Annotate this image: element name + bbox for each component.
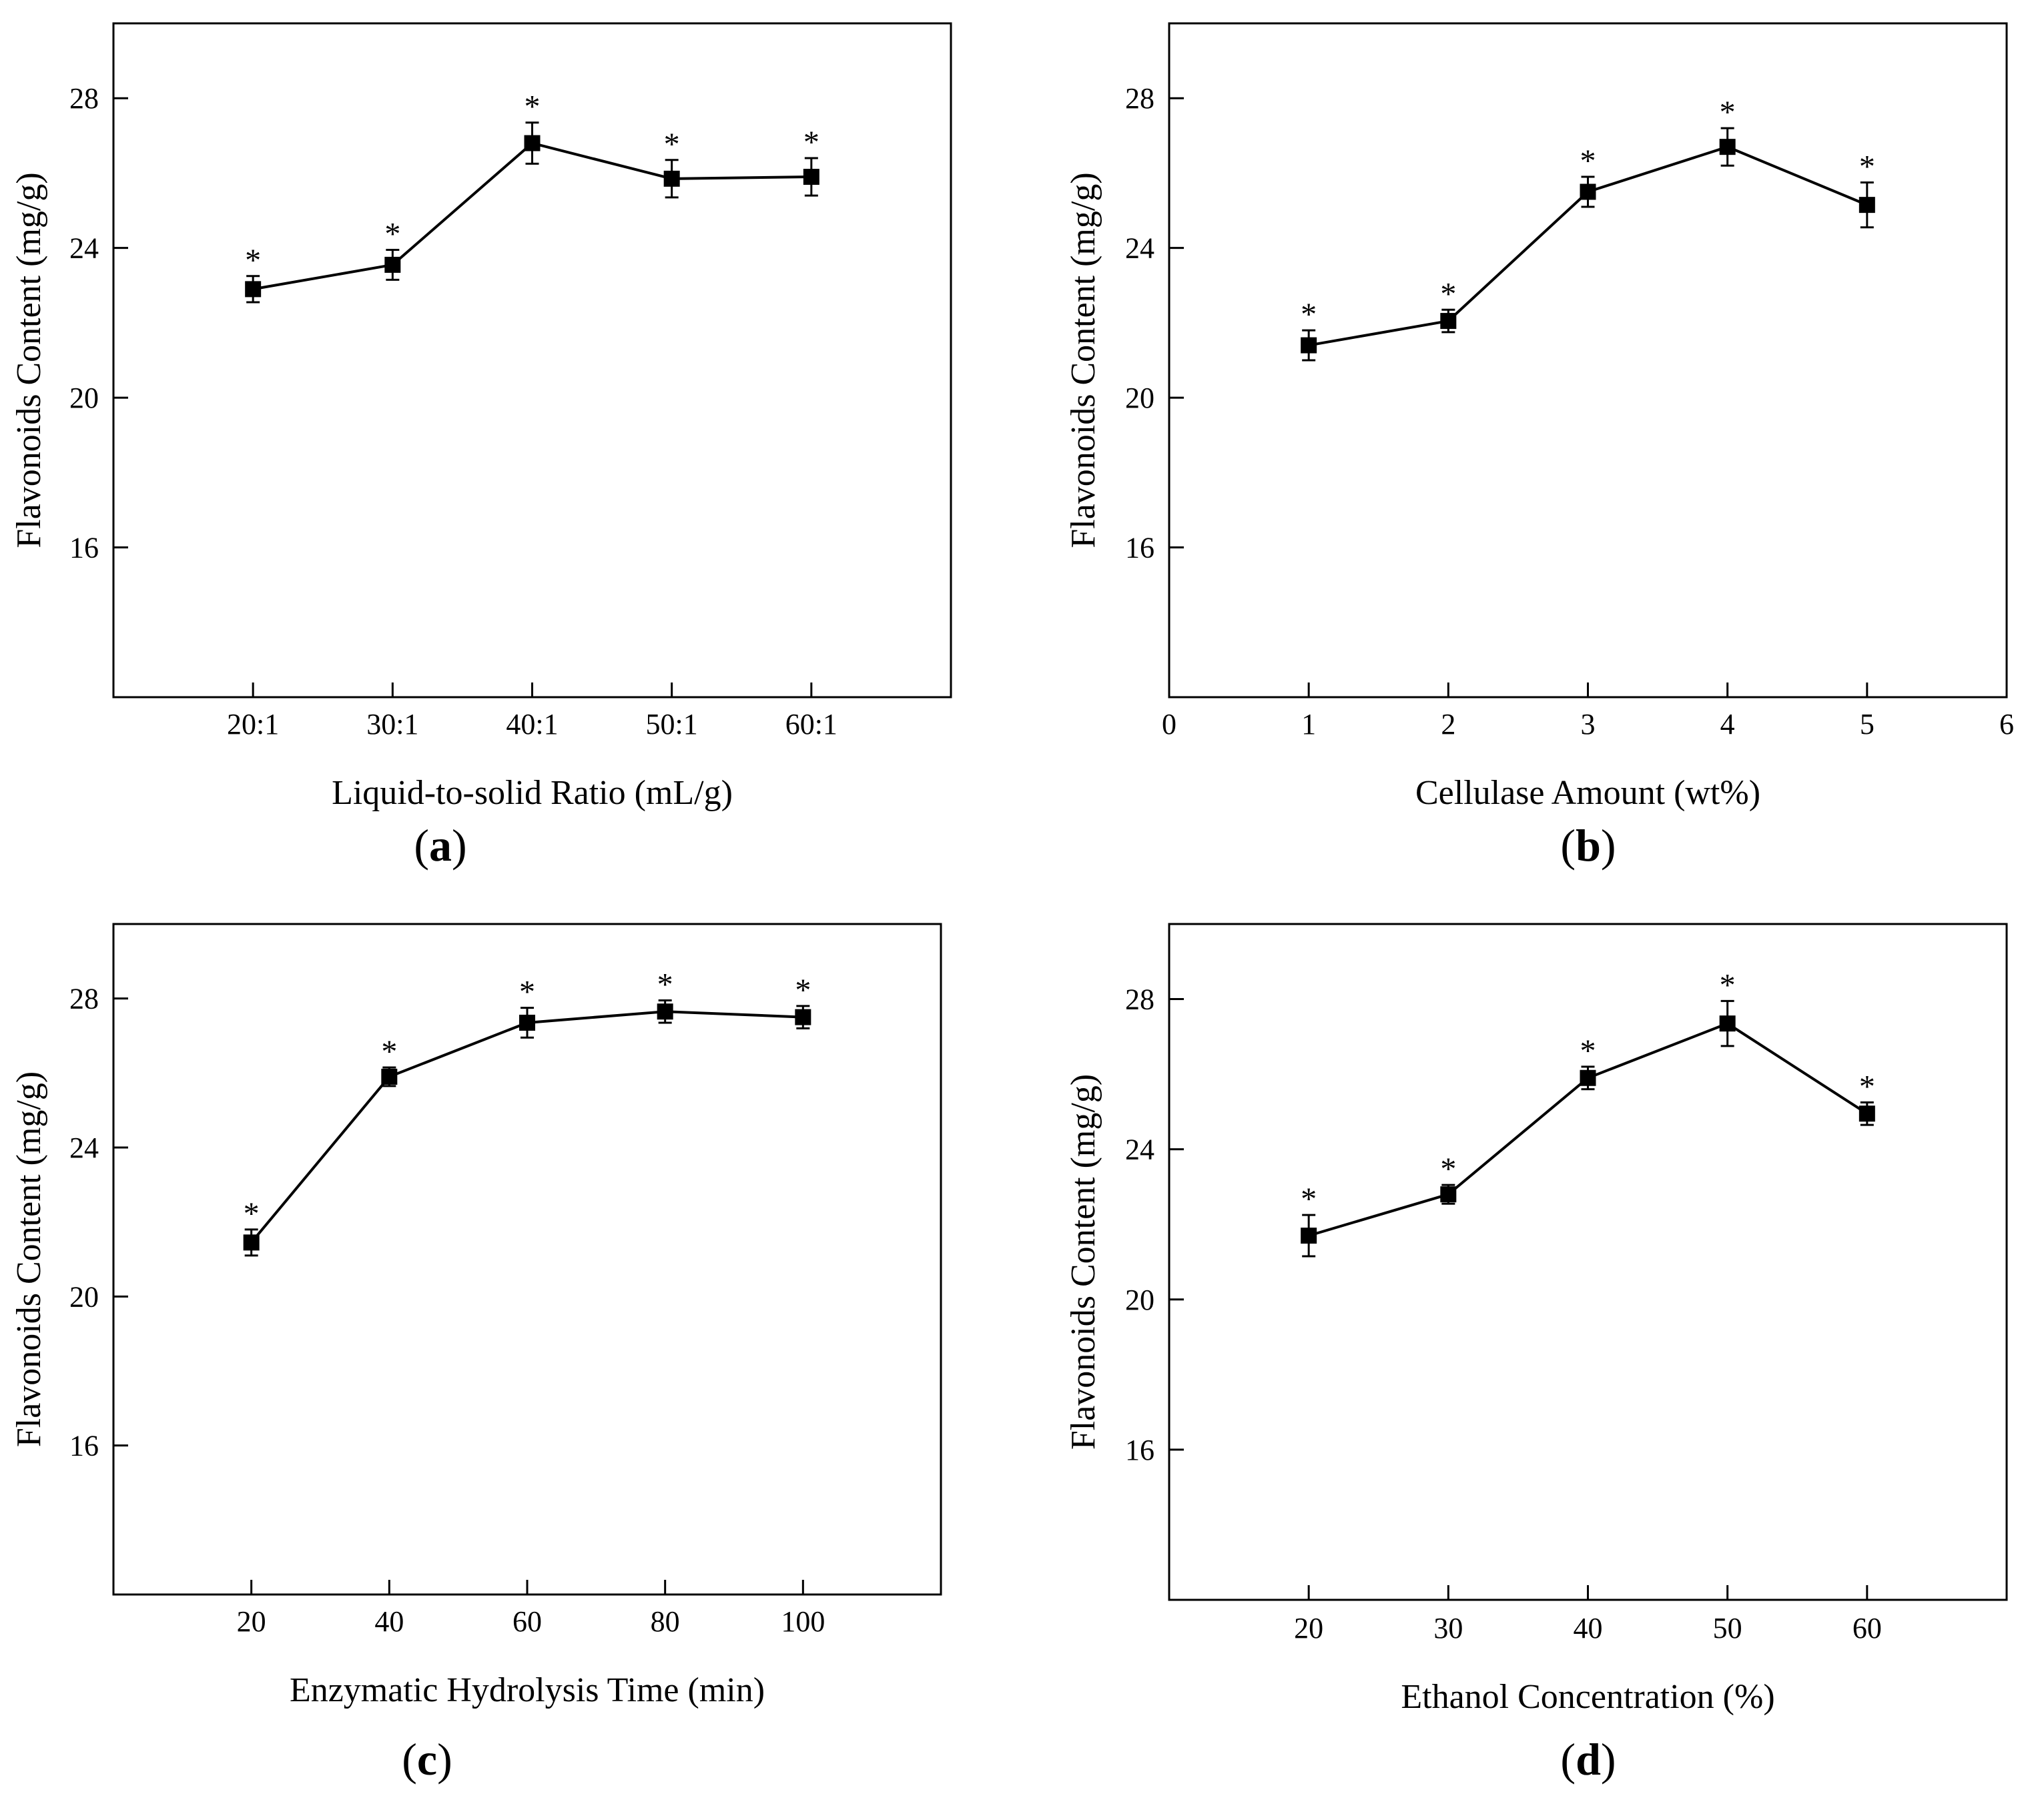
x-tick-label: 0 [1162, 708, 1176, 741]
y-tick-label: 24 [69, 232, 99, 265]
y-tick-label: 28 [69, 82, 99, 115]
x-tick-label: 40 [374, 1605, 404, 1638]
significance-marker: * [1301, 297, 1317, 332]
x-axis-title: Liquid-to-solid Ratio (mL/g) [332, 774, 733, 812]
plot-frame [1168, 22, 2008, 699]
significance-marker: * [803, 125, 819, 160]
data-point [1440, 1186, 1457, 1203]
x-tick-label: 30 [1433, 1612, 1463, 1645]
data-point [1301, 1228, 1317, 1244]
data-point [1301, 337, 1317, 354]
significance-marker: * [519, 975, 535, 1010]
data-point [657, 1003, 673, 1020]
panel-label: (a) [414, 820, 466, 871]
significance-marker: * [525, 89, 541, 125]
y-tick-label: 16 [69, 532, 99, 564]
x-tick-label: 3 [1581, 708, 1596, 741]
y-tick-label: 24 [69, 1131, 99, 1164]
x-axis-title: Enzymatic Hydrolysis Time (min) [290, 1671, 765, 1709]
significance-marker: * [1720, 95, 1736, 130]
x-axis-title: Ethanol Concentration (%) [1401, 1678, 1774, 1716]
y-axis-title: Flavonoids Content (mg/g) [10, 172, 48, 548]
plot-frame [1168, 923, 2008, 1601]
x-tick-label: 5 [1860, 708, 1875, 741]
data-point [381, 1068, 398, 1085]
significance-marker: * [1580, 1033, 1596, 1069]
data-point [524, 135, 541, 151]
data-point [1858, 1105, 1875, 1122]
y-tick-label: 28 [1125, 82, 1154, 115]
x-tick-label: 50 [1713, 1612, 1742, 1645]
x-tick-label: 80 [651, 1605, 680, 1638]
data-point [519, 1014, 535, 1031]
y-tick-label: 20 [1125, 382, 1154, 414]
y-tick-label: 24 [1125, 1133, 1154, 1166]
data-point [663, 170, 680, 187]
panel-a: 16 20 24 28 20:1 30:1 40:1 50:1 60:1 Liquid-to-so… [10, 22, 952, 871]
y-tick-label: 16 [1125, 1434, 1154, 1466]
panel-d: 16 20 24 28 20 30 40 50 60 Ethanol Concentration … [1064, 923, 2008, 1785]
x-tick-label: 1 [1301, 708, 1316, 741]
panel-b: 16 20 24 28 0 1 2 3 4 5 6 Cellulase Amount (wt%) Fla… [1064, 22, 2014, 871]
data-point [1440, 313, 1457, 330]
significance-marker: * [1301, 1182, 1317, 1217]
significance-marker: * [384, 216, 400, 252]
panel-label: (b) [1560, 820, 1616, 871]
significance-marker: * [664, 127, 680, 162]
data-point [795, 1009, 811, 1025]
x-tick-label: 30:1 [366, 708, 418, 741]
significance-marker: * [657, 967, 673, 1002]
series-line [252, 141, 811, 291]
significance-marker: * [381, 1034, 397, 1069]
data-point [1580, 1069, 1596, 1086]
series-line [250, 1010, 803, 1244]
y-tick-label: 16 [1125, 532, 1154, 564]
x-tick-label: 20 [1294, 1612, 1323, 1645]
panel-label: (d) [1560, 1734, 1616, 1785]
y-tick-label: 28 [69, 983, 99, 1015]
x-tick-label: 60 [513, 1605, 542, 1638]
significance-marker: * [795, 973, 811, 1008]
panel-c: 16 20 24 28 20 40 60 80 100 Enzymatic Hydrolysis … [10, 923, 942, 1785]
y-tick-label: 20 [69, 382, 99, 414]
y-tick-label: 20 [1125, 1284, 1154, 1316]
significance-marker: * [1580, 143, 1596, 179]
data-point [384, 256, 401, 273]
y-tick-label: 28 [1125, 983, 1154, 1016]
y-axis-title: Flavonoids Content (mg/g) [10, 1071, 48, 1447]
significance-marker: * [1720, 967, 1736, 1003]
x-tick-label: 20 [237, 1605, 266, 1638]
significance-marker: * [1440, 276, 1456, 312]
data-point [1580, 183, 1596, 200]
significance-marker: * [1440, 1152, 1456, 1187]
x-tick-label: 60 [1852, 1612, 1882, 1645]
y-tick-label: 16 [69, 1430, 99, 1462]
x-tick-label: 60:1 [785, 708, 837, 741]
significance-marker: * [244, 1196, 260, 1232]
x-tick-label: 40 [1574, 1612, 1603, 1645]
x-tick-label: 100 [781, 1605, 825, 1638]
data-point [803, 169, 819, 185]
significance-marker: * [1859, 1069, 1875, 1104]
x-tick-label: 40:1 [506, 708, 558, 741]
significance-marker: * [1859, 149, 1875, 184]
data-point [1719, 139, 1736, 155]
data-point [1858, 197, 1875, 213]
significance-marker: * [245, 243, 261, 278]
x-tick-label: 4 [1720, 708, 1735, 741]
data-point [243, 1234, 260, 1251]
y-axis-title: Flavonoids Content (mg/g) [1064, 172, 1102, 548]
y-tick-label: 20 [69, 1280, 99, 1313]
y-tick-label: 24 [1125, 232, 1154, 265]
x-axis-title: Cellulase Amount (wt%) [1415, 774, 1760, 812]
panel-label: (c) [402, 1734, 452, 1785]
x-tick-label: 20:1 [227, 708, 279, 741]
x-tick-label: 50:1 [646, 708, 698, 741]
x-tick-label: 2 [1441, 708, 1455, 741]
x-tick-label: 6 [1999, 708, 2014, 741]
data-point [245, 281, 262, 298]
y-axis-title: Flavonoids Content (mg/g) [1064, 1074, 1102, 1450]
data-point [1719, 1015, 1736, 1032]
